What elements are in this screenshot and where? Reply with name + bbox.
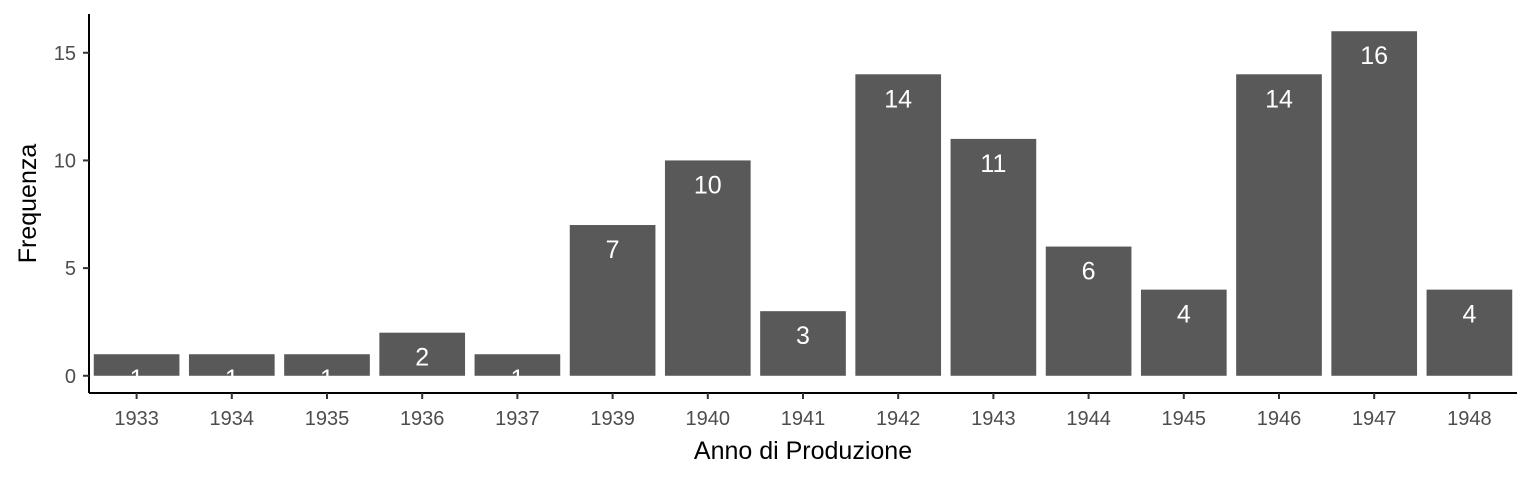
bar-value-label-1934: 1 xyxy=(225,365,239,393)
x-axis-title: Anno di Produzione xyxy=(694,437,912,465)
bar-1942 xyxy=(855,74,942,376)
bar-value-label-1942: 14 xyxy=(884,85,912,113)
x-tick-label-1943: 1943 xyxy=(971,408,1016,430)
bar-1946 xyxy=(1236,74,1322,376)
x-tick-label-1936: 1936 xyxy=(400,408,445,430)
bars-group xyxy=(93,31,1513,376)
bar-value-label-1946: 14 xyxy=(1265,85,1293,113)
bar-value-label-1945: 4 xyxy=(1177,301,1191,329)
x-axis-ticks: 1933 1934 1935 1936 1937 1939 1940 1941 1942 1943… xyxy=(114,393,1492,430)
x-tick-label-1947: 1947 xyxy=(1352,408,1397,430)
y-tick-label-0: 0 xyxy=(65,366,76,388)
y-tick-label-10: 10 xyxy=(54,150,76,172)
bar-value-label-1948: 4 xyxy=(1462,301,1476,329)
bar-value-label-1940: 10 xyxy=(694,171,722,199)
bar-1947 xyxy=(1331,31,1418,376)
bar-1948 xyxy=(1426,289,1513,376)
x-tick-label-1934: 1934 xyxy=(210,408,255,430)
bar-1941 xyxy=(760,311,846,376)
bar-1939 xyxy=(569,225,656,376)
bar-value-label-1941: 3 xyxy=(796,322,810,350)
x-tick-label-1940: 1940 xyxy=(686,408,731,430)
bar-1935 xyxy=(284,354,370,376)
bar-1936 xyxy=(379,332,466,376)
bar-1944 xyxy=(1045,246,1132,376)
y-tick-label-15: 15 xyxy=(54,43,76,65)
bar-1943 xyxy=(950,138,1037,376)
y-axis-ticks: 0 5 10 15 xyxy=(54,43,89,388)
x-tick-label-1933: 1933 xyxy=(114,408,159,430)
bar-value-label-1935: 1 xyxy=(320,365,334,393)
bar-1933 xyxy=(93,354,180,376)
bar-value-label-1933: 1 xyxy=(130,365,144,393)
bar-1945 xyxy=(1140,289,1227,376)
x-tick-label-1946: 1946 xyxy=(1257,408,1302,430)
y-tick-label-5: 5 xyxy=(65,258,76,280)
bar-1937 xyxy=(474,354,561,376)
y-axis-title: Frequenza xyxy=(14,144,42,264)
bar-value-label-1937: 1 xyxy=(510,365,524,393)
x-tick-label-1942: 1942 xyxy=(876,408,921,430)
x-tick-label-1941: 1941 xyxy=(781,408,826,430)
bar-value-label-1943: 11 xyxy=(980,150,1006,178)
x-tick-label-1948: 1948 xyxy=(1447,408,1492,430)
x-tick-label-1945: 1945 xyxy=(1162,408,1207,430)
bar-value-label-1947: 16 xyxy=(1360,42,1388,70)
bar-value-label-1939: 7 xyxy=(606,236,620,264)
x-tick-label-1944: 1944 xyxy=(1066,408,1111,430)
x-tick-label-1935: 1935 xyxy=(305,408,350,430)
bar-value-label-1944: 6 xyxy=(1082,258,1096,286)
x-tick-label-1937: 1937 xyxy=(495,408,540,430)
bar-1934 xyxy=(188,354,275,376)
bar-value-label-1936: 2 xyxy=(415,344,429,372)
x-tick-label-1939: 1939 xyxy=(590,408,635,430)
bar-1940 xyxy=(664,160,751,376)
